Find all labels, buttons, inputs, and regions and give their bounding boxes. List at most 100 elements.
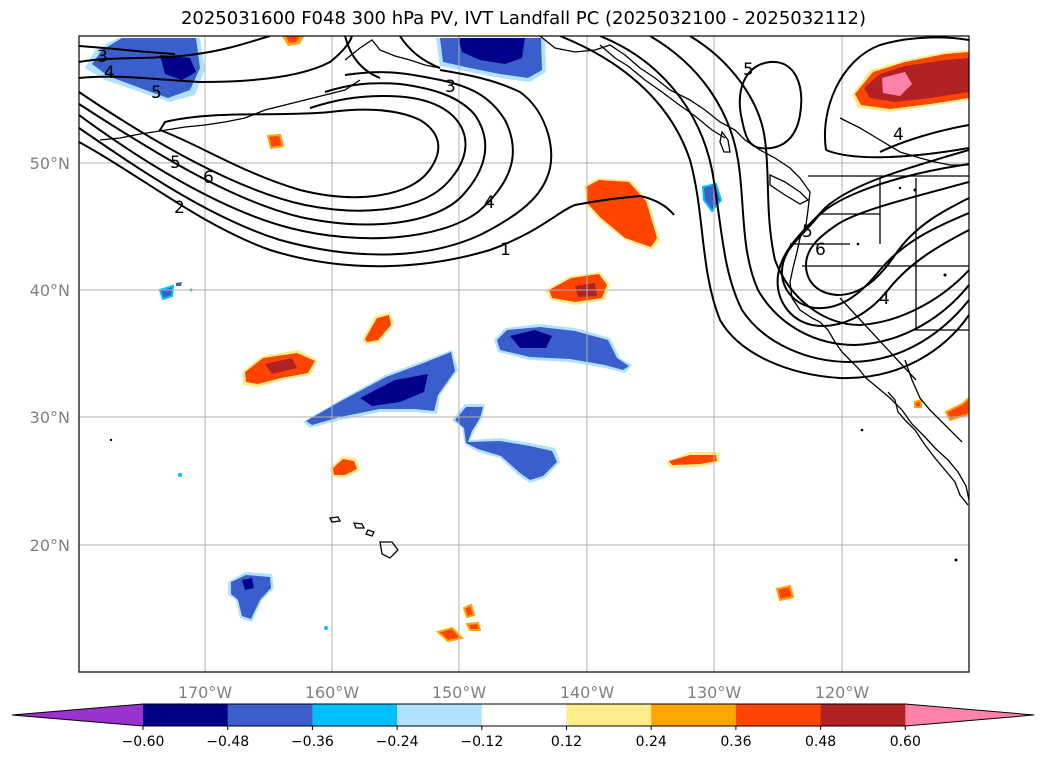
island [943, 273, 947, 277]
contour-line [399, 36, 441, 69]
map-title: 2025031600 F048 300 hPa PV, IVT Landfall… [180, 8, 867, 29]
coastline [599, 44, 726, 139]
island [898, 186, 902, 190]
island [954, 558, 958, 562]
island [860, 428, 864, 432]
contour-label: 5 [151, 83, 162, 103]
pv-anomaly-positive [365, 315, 391, 342]
lat-tick-label: 20°N [30, 536, 70, 555]
pv-anomaly-positive [266, 133, 285, 150]
colorbar-tick-label: 0.60 [890, 734, 921, 750]
contour-label: 4 [484, 193, 495, 213]
pv-anomaly-negative [231, 575, 271, 619]
pv-anomaly-positive [914, 398, 922, 408]
map-border [78, 35, 970, 673]
colorbar-segment [312, 704, 398, 726]
lon-tick-label: 150°W [432, 683, 487, 702]
contour-line [776, 149, 969, 327]
coastline [344, 39, 441, 69]
colorbar-tick-label: −0.12 [460, 734, 503, 750]
coastlines [99, 36, 969, 559]
coastline [789, 209, 969, 501]
contour-label: 3 [445, 77, 456, 97]
pv-anomaly-negative [324, 626, 328, 630]
contour-line [780, 163, 969, 310]
border [790, 178, 969, 381]
colorbar-tick-label: 0.48 [805, 734, 836, 750]
contour-label: 6 [815, 240, 826, 260]
contour-line [689, 36, 969, 327]
lon-tick-label: 140°W [560, 683, 615, 702]
colorbar-segment [820, 704, 906, 726]
contour-line [79, 82, 487, 226]
island [913, 188, 917, 192]
pv-anomaly-positive [775, 584, 795, 602]
map-content: 3 4 5 5 6 2 3 4 1 5 4 5 6 4 [79, 36, 969, 672]
border [839, 117, 969, 166]
pv-anomaly-positive [944, 396, 969, 422]
lat-tick-labels: 50°N 40°N 30°N 20°N [30, 154, 70, 555]
lat-tick-label: 40°N [30, 281, 70, 300]
contour-line [79, 69, 553, 256]
lat-tick-label: 50°N [30, 154, 70, 173]
coastline [887, 391, 969, 506]
pv-anomaly-negative [158, 284, 175, 301]
contour-label: 5 [170, 153, 181, 173]
pv-anomaly-negative [510, 330, 552, 348]
contour-line [344, 36, 381, 79]
coastline [352, 522, 366, 529]
colorbar: −0.60 −0.48 −0.36 −0.24 −0.12 0.12 0.24 0.36 0.4… [11, 703, 1035, 750]
pv-anomaly-positive [462, 603, 476, 619]
colorbar-segment [143, 704, 229, 726]
lon-tick-label: 160°W [305, 683, 360, 702]
colorbar-tick-label: −0.48 [206, 734, 249, 750]
coastline [719, 130, 731, 153]
pv-anomaly-negative [176, 282, 182, 286]
ivt-contours [79, 36, 969, 380]
pv-anomaly-positive [465, 621, 482, 631]
contour-label: 1 [500, 240, 511, 260]
coastline [99, 79, 361, 141]
colorbar-segment [227, 704, 313, 726]
contour-labels: 3 4 5 5 6 2 3 4 1 5 4 5 6 4 [97, 47, 904, 309]
colorbar-tick-label: −0.24 [376, 734, 419, 750]
colorbar-tick-label: 0.36 [720, 734, 751, 750]
coastline [769, 173, 810, 205]
contour-label: 4 [893, 125, 904, 145]
lon-tick-labels: 170°W 160°W 150°W 140°W 130°W 120°W [178, 683, 870, 702]
colorbar-tick-label: −0.36 [291, 734, 334, 750]
contour-label: 3 [97, 47, 108, 67]
contour-label: 6 [203, 168, 214, 188]
coastline [904, 359, 963, 443]
coastline [365, 529, 375, 537]
contour-line [79, 36, 271, 63]
lon-tick-label: 170°W [178, 683, 233, 702]
colorbar-segment [651, 704, 737, 726]
contour-line [79, 141, 675, 268]
island [109, 438, 113, 442]
contour-line [559, 36, 969, 380]
contour-line [79, 91, 467, 212]
pv-anomaly-negative [360, 374, 428, 406]
colorbar-segment [397, 704, 483, 726]
contour-line [824, 36, 969, 159]
pv-anomaly-positive [435, 626, 465, 643]
lon-tick-label: 130°W [687, 683, 742, 702]
coastline [379, 541, 399, 559]
contour-line [79, 45, 176, 55]
pv-anomaly-positive [882, 72, 912, 96]
colorbar-segment [481, 704, 567, 726]
contour-label: 5 [743, 60, 754, 80]
pv-anomaly-positive [333, 459, 357, 475]
contour-label: 4 [879, 289, 890, 309]
islands [109, 186, 958, 562]
contour-line [599, 36, 969, 364]
contour-label: 2 [174, 198, 185, 218]
contour-label: 4 [104, 63, 115, 83]
contour-line [649, 36, 969, 347]
pv-anomaly-positive [265, 358, 297, 374]
colorbar-tick-label: −0.60 [122, 734, 165, 750]
coastline [329, 516, 341, 523]
pv-anomaly-negative [160, 55, 196, 80]
